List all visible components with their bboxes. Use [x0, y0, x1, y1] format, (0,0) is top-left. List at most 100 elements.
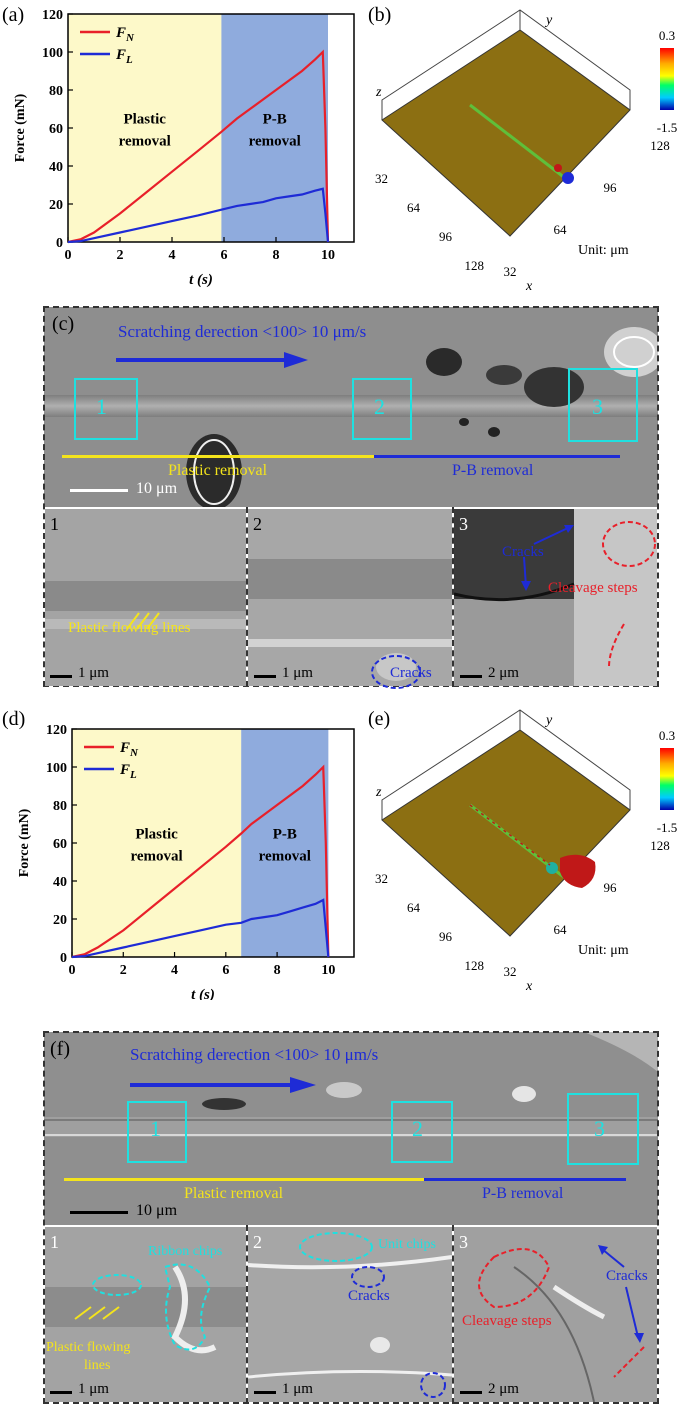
- x-tick-label: 4: [169, 248, 176, 263]
- panel-label-d: (d): [2, 708, 26, 730]
- tick-left: 96: [439, 229, 453, 244]
- tick-right: 64: [554, 922, 568, 937]
- x-tick-label: 2: [117, 248, 124, 263]
- x-axis-label: t (s): [189, 272, 213, 288]
- axis-z-label: z: [375, 85, 382, 100]
- panel-label-b: (b): [368, 4, 392, 26]
- axis-y-label: y: [544, 713, 553, 728]
- tick-left: 96: [439, 929, 453, 944]
- y-axis-label: Force (mN): [13, 93, 28, 162]
- sem-overview-c: [44, 307, 664, 510]
- colorbar-max: 0.3: [659, 728, 675, 743]
- pb-region: [241, 729, 329, 957]
- region-label: Plastic: [123, 111, 166, 127]
- zoom-c3-number: 3: [459, 514, 468, 534]
- panel-label-e: (e): [368, 708, 391, 730]
- sem-overview-f: [44, 1032, 658, 1225]
- zoom-c2-number: 2: [253, 514, 262, 534]
- panel-f-frame: [43, 1031, 659, 1404]
- scratch-track: [469, 103, 566, 180]
- scalebar-c: [70, 489, 128, 492]
- zoom-f1-scale-text: 1 μm: [78, 1381, 109, 1397]
- zoom-c-divider-2: [452, 507, 454, 687]
- panel-label-a: (a): [2, 4, 25, 26]
- axis-z-label: z: [375, 785, 382, 800]
- zoom-c3-art: [453, 509, 657, 686]
- zoom-c3-scalebar: [460, 675, 482, 678]
- y-tick-label: 40: [49, 160, 63, 175]
- zoom-f2-scale-text: 1 μm: [282, 1381, 313, 1397]
- tick-right: 32: [504, 264, 517, 279]
- zoom-f1-art: [45, 1265, 246, 1354]
- y-tick-label: 20: [53, 913, 67, 928]
- tick-left: 64: [407, 200, 421, 215]
- unit-label: Unit: μm: [578, 243, 629, 258]
- zoom-f2-label-unit-chips: Unit chips: [378, 1237, 436, 1252]
- series-line-fl: [71, 898, 330, 959]
- roi-box-1-c-label: 1: [96, 394, 107, 419]
- scalebar-f: [70, 1211, 128, 1214]
- roi-box-3-f-label: 3: [594, 1116, 605, 1141]
- x-tick-label: 0: [69, 963, 76, 978]
- colorbar-min: -1.5: [657, 820, 678, 835]
- tick-right: 32: [504, 964, 517, 979]
- x-tick-label: 4: [171, 963, 178, 978]
- zoom-f2-overlay: [299, 1232, 446, 1398]
- direction-arrow-c: [116, 352, 308, 368]
- panel-label-f: (f): [50, 1038, 70, 1060]
- direction-arrow-f: [130, 1077, 316, 1093]
- plastic-text-c: Plastic removal: [168, 462, 268, 479]
- roi-box-2-c-label: 2: [374, 394, 385, 419]
- axis-x-label: x: [525, 979, 533, 994]
- tick-right: 128: [650, 838, 670, 853]
- zoom-c1-art: [45, 581, 246, 630]
- zoom-c2-scalebar: [254, 675, 276, 678]
- x-tick-label: 0: [65, 248, 72, 263]
- colorbar: [660, 748, 674, 810]
- roi-box-1-f-label: 1: [150, 1116, 161, 1141]
- roi-box-2-c: [352, 378, 412, 440]
- roi-box-2-f: [391, 1101, 453, 1163]
- tick-left: 64: [407, 900, 421, 915]
- debris-trail: [469, 804, 551, 866]
- zoom-c1-number: 1: [50, 514, 59, 534]
- zoom-f3-scale-text: 2 μm: [488, 1381, 519, 1397]
- region-label: P-B: [273, 826, 297, 842]
- y-tick-label: 60: [53, 837, 67, 852]
- x-axis-label: t (s): [191, 987, 215, 1000]
- zoom-f3-label-cracks: Cracks: [606, 1268, 648, 1284]
- y-tick-label: 0: [56, 236, 63, 251]
- pit-mark: [546, 862, 558, 874]
- zoom-f1: [45, 1227, 246, 1402]
- colorbar: [660, 48, 674, 110]
- sem-overview-c-art: [44, 307, 664, 510]
- x-tick-label: 8: [273, 248, 280, 263]
- y-tick-label: 40: [53, 875, 67, 890]
- zoom-c1: [45, 509, 246, 686]
- y-tick-label: 100: [46, 761, 67, 776]
- region-label: removal: [259, 848, 311, 864]
- plastic-region: [68, 14, 222, 242]
- roi-box-3-c: [568, 368, 638, 442]
- y-tick-label: 60: [49, 122, 63, 137]
- zoom-f2-art: [247, 1255, 453, 1379]
- colorbar-max: 0.3: [659, 28, 675, 43]
- plastic-text-f: Plastic removal: [184, 1185, 284, 1202]
- tick-right: 96: [604, 880, 618, 895]
- tick-left: 32: [375, 871, 388, 886]
- colorbar-min: -1.5: [657, 120, 678, 135]
- x-tick-label: 6: [221, 248, 228, 263]
- zoom-c1-label: Plastic flowing lines: [68, 620, 191, 636]
- y-tick-label: 20: [49, 198, 63, 213]
- roi-box-3-c-label: 3: [592, 394, 603, 419]
- zoom-c2-label: Cracks: [390, 665, 432, 681]
- scalebar-text-c: 10 μm: [136, 480, 178, 497]
- zoom-f2-label-cracks: Cracks: [348, 1288, 390, 1304]
- x-tick-label: 2: [120, 963, 127, 978]
- x-tick-label: 6: [222, 963, 229, 978]
- tick-left: 32: [375, 171, 388, 186]
- zoom-f1-number: 1: [50, 1232, 59, 1252]
- roi-box-3-f: [567, 1093, 639, 1165]
